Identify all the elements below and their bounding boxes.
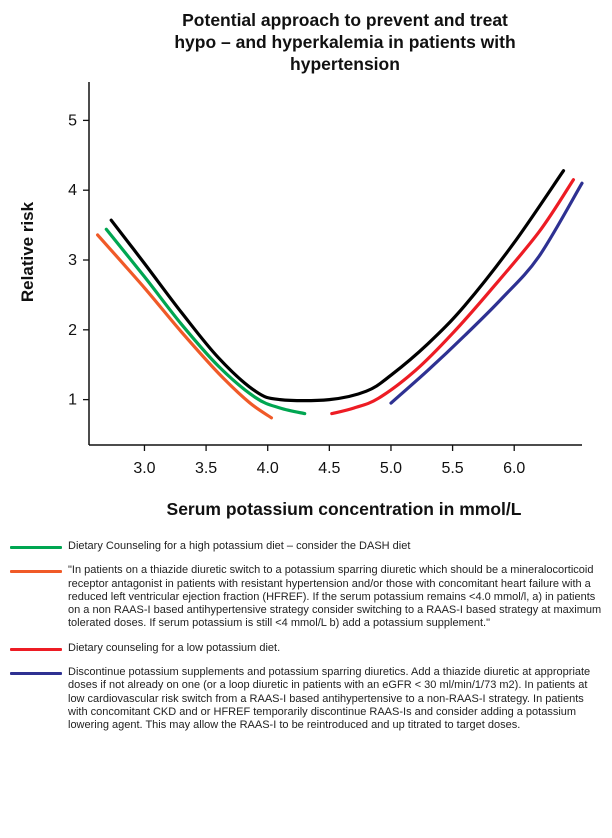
series-line-4 <box>330 178 575 416</box>
chart-title-line: hypertension <box>290 54 400 74</box>
legend-text: Dietary counseling for a low potassium d… <box>68 641 281 654</box>
legend-swatch <box>10 546 62 549</box>
y-tick-label: 2 <box>68 322 77 339</box>
y-axis-label: Relative risk <box>18 201 37 302</box>
x-axis-label: Serum potassium concentration in mmol/L <box>167 499 522 519</box>
x-tick-label: 3.0 <box>133 460 155 477</box>
y-tick-label: 1 <box>68 392 77 409</box>
legend-swatch <box>10 647 62 651</box>
y-tick-label: 5 <box>68 112 77 129</box>
y-tick-label: 4 <box>68 182 77 199</box>
legend-item: Dietary Counseling for a high potassium … <box>10 540 606 553</box>
legend-item: Dietary counseling for a low potassium d… <box>10 642 606 655</box>
series-line-1 <box>109 169 566 403</box>
relative-risk-chart: Potential approach to prevent and treath… <box>18 10 584 519</box>
legend-item: "In patients on a thiazide diuretic swit… <box>10 564 606 630</box>
legend-text: Discontinue potassium supplements and po… <box>68 666 591 732</box>
x-tick-label: 5.0 <box>380 460 402 477</box>
y-tick-label: 3 <box>68 252 77 269</box>
legend-text: Dietary Counseling for a high potassium … <box>68 540 411 552</box>
legend-item: Discontinue potassium supplements and po… <box>10 666 606 732</box>
x-tick-label: 4.5 <box>318 460 340 477</box>
x-tick-label: 5.5 <box>441 460 463 477</box>
series-line-2 <box>104 227 307 416</box>
x-tick-label: 4.0 <box>257 460 279 477</box>
legend-swatch <box>10 570 62 574</box>
x-tick-label: 3.5 <box>195 460 217 477</box>
chart-title: Potential approach to prevent and treath… <box>174 10 515 74</box>
chart-title-line: hypo – and hyperkalemia in patients with <box>174 32 515 52</box>
legend-text: "In patients on a thiazide diuretic swit… <box>68 564 602 630</box>
legend: Dietary Counseling for a high potassium … <box>10 540 606 744</box>
legend-swatch <box>10 672 62 676</box>
x-tick-label: 6.0 <box>503 460 525 477</box>
series-line-5 <box>389 181 584 405</box>
chart-title-line: Potential approach to prevent and treat <box>182 10 508 30</box>
series-line-3 <box>96 233 273 420</box>
